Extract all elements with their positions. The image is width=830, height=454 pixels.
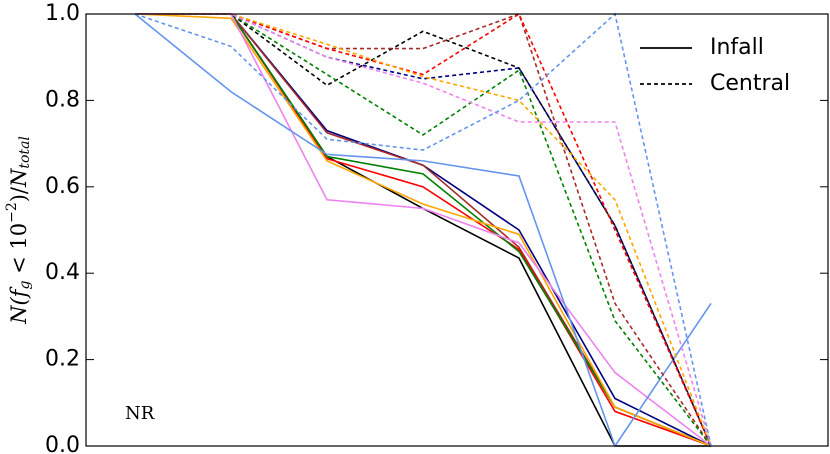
y-tick-label: 0.4	[45, 260, 80, 285]
y-label-part: N	[7, 168, 31, 188]
y-label-part: total	[17, 136, 33, 169]
plot-frame	[85, 13, 829, 447]
series-line	[134, 13, 712, 448]
y-tick-label: 0.6	[45, 174, 80, 199]
series-line	[135, 13, 712, 447]
series-line	[135, 13, 712, 447]
series-line	[135, 13, 712, 447]
series-line	[135, 13, 712, 447]
y-tick-label: 1.0	[45, 1, 80, 26]
series-line	[135, 13, 712, 447]
y-tick-label: 0.8	[45, 87, 80, 112]
y-label-part: g	[17, 281, 33, 290]
y-label-part: −2	[4, 202, 20, 223]
series-line	[135, 13, 712, 447]
series-line	[135, 12, 712, 447]
y-label-part: )/	[7, 186, 31, 202]
series-line	[135, 13, 712, 447]
y-tick-label: 0.0	[45, 433, 80, 454]
legend-label: Central	[710, 71, 790, 96]
series-line	[135, 13, 712, 447]
y-label-part: N(	[7, 297, 31, 325]
series-line	[134, 13, 712, 447]
y-label-part: f	[7, 286, 31, 299]
series-line	[134, 12, 712, 447]
legend-label: Infall	[710, 35, 764, 60]
series-line	[135, 13, 712, 447]
series-line	[135, 13, 712, 447]
y-tick-label: 0.2	[45, 347, 80, 372]
series-line	[135, 13, 711, 447]
series-line	[135, 12, 712, 447]
y-label-part: < 10	[7, 223, 31, 281]
annotation: NR	[125, 403, 155, 424]
y-axis-label: N(fg < 10−2)/Ntotal	[4, 136, 33, 325]
